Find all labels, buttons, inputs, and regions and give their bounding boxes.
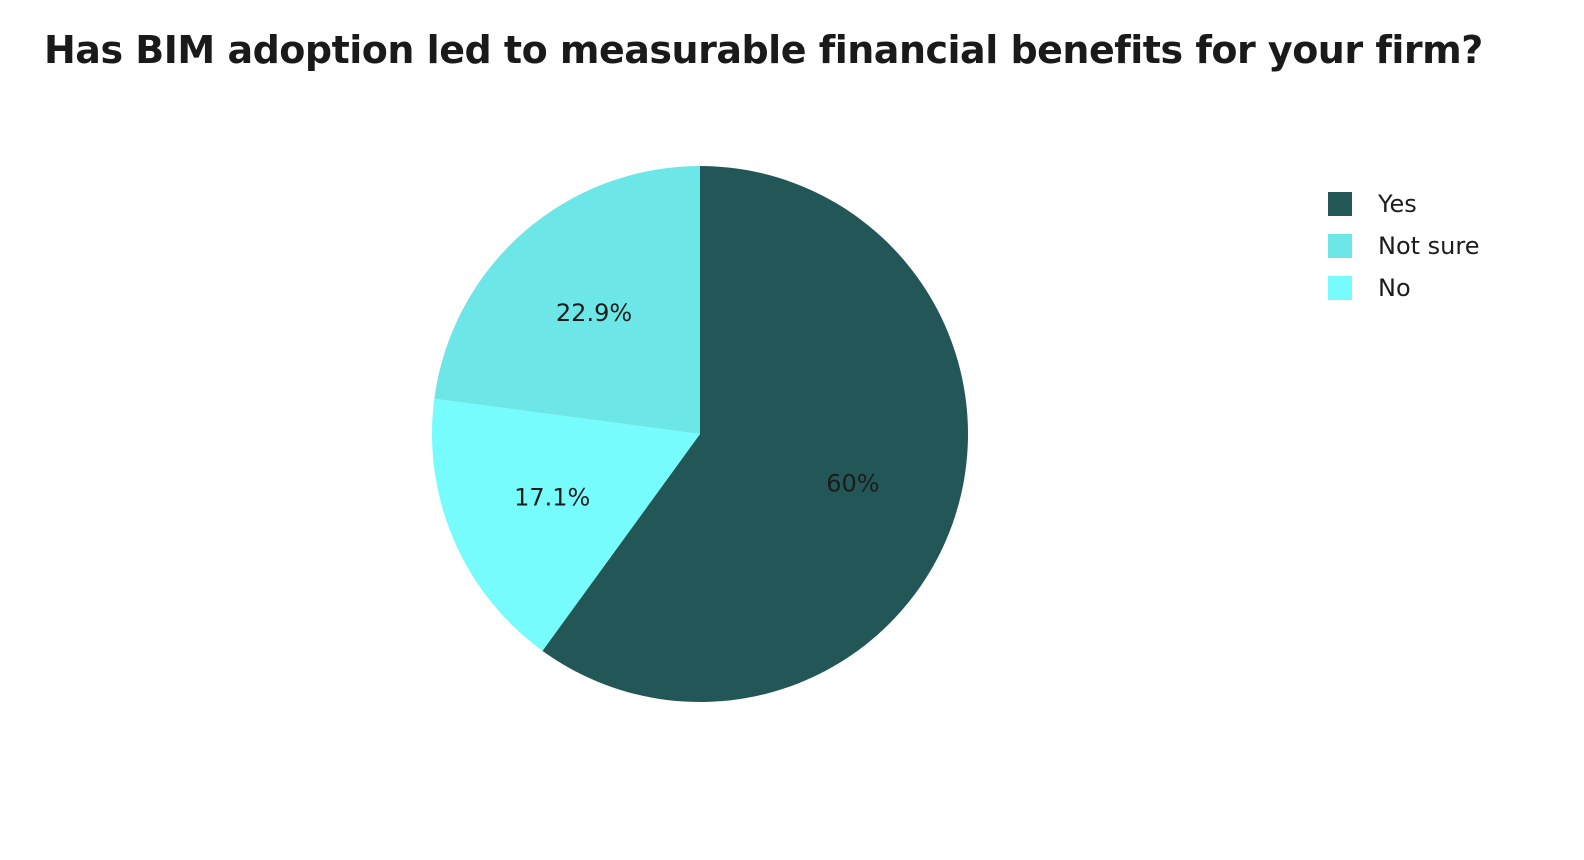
- pie-slice-not-sure: [434, 165, 700, 435]
- legend-swatch: [1328, 192, 1352, 216]
- legend-label: Yes: [1378, 190, 1417, 218]
- legend-item-not-sure: Not sure: [1328, 225, 1480, 267]
- legend-item-yes: Yes: [1328, 183, 1480, 225]
- pie-slices: [432, 165, 968, 702]
- legend-label: No: [1378, 274, 1411, 302]
- legend-label: Not sure: [1378, 232, 1480, 260]
- chart-legend: Yes Not sure No: [1328, 183, 1480, 309]
- slice-label-yes: 60%: [826, 470, 879, 498]
- legend-item-no: No: [1328, 267, 1480, 309]
- pie-slice-labels: 60% 17.1% 22.9%: [514, 299, 880, 511]
- chart-title: Has BIM adoption led to measurable finan…: [44, 28, 1483, 72]
- slice-label-no: 17.1%: [514, 483, 590, 511]
- legend-swatch: [1328, 234, 1352, 258]
- pie-slice-yes: [542, 166, 968, 702]
- legend-swatch: [1328, 276, 1352, 300]
- pie-slice-no: [432, 398, 700, 651]
- slice-label-not-sure: 22.9%: [556, 299, 632, 327]
